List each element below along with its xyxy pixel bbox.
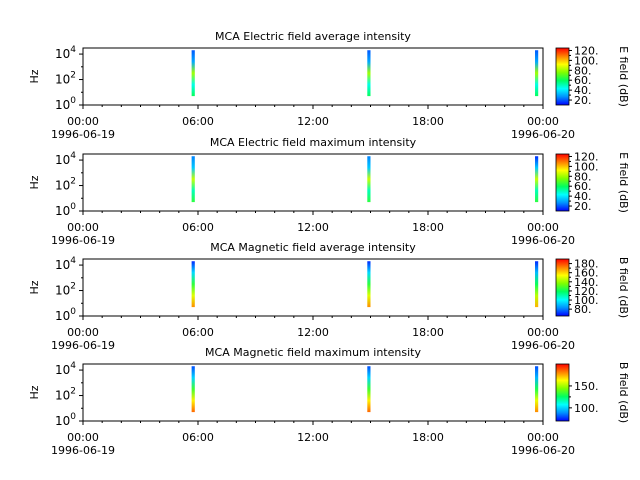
panel-title: MCA Electric field average intensity bbox=[215, 30, 411, 43]
x-tick-label: 12:00 bbox=[297, 221, 329, 234]
y-tick-label: 102 bbox=[55, 282, 76, 298]
panel-3: MCA Magnetic field average intensity 100 1… bbox=[28, 241, 630, 352]
colorbar-tick-label: 60. bbox=[574, 74, 592, 87]
x-date-label: 1996-06-20 bbox=[511, 234, 575, 247]
colorbar-tick-label: 120. bbox=[574, 44, 599, 57]
x-tick-label: 18:00 bbox=[412, 431, 444, 444]
colorbar-tick-label: 100. bbox=[574, 160, 599, 173]
colorbar-tick-label: 180. bbox=[574, 258, 599, 271]
x-tick-label: 00:00 bbox=[67, 326, 99, 339]
x-tick-label: 06:00 bbox=[182, 221, 214, 234]
plot-frame bbox=[82, 258, 544, 317]
colorbar-tick-label: 20. bbox=[574, 94, 592, 107]
x-tick-label: 12:00 bbox=[297, 431, 329, 444]
y-tick-label: 100 bbox=[55, 307, 76, 323]
x-tick-label: 12:00 bbox=[297, 115, 329, 128]
colorbar-tick-label: 60. bbox=[574, 180, 592, 193]
x-date-label: 1996-06-20 bbox=[511, 339, 575, 352]
colorbar-label: E field (dB) bbox=[617, 152, 630, 213]
y-tick-label: 104 bbox=[55, 361, 76, 377]
y-tick-label: 100 bbox=[55, 202, 76, 218]
colorbar bbox=[555, 363, 570, 422]
colorbar-tick-label: 80. bbox=[574, 303, 592, 316]
y-tick-label: 100 bbox=[55, 96, 76, 112]
spectrogram-segment bbox=[535, 366, 539, 413]
panel-title: MCA Electric field maximum intensity bbox=[210, 136, 417, 149]
colorbar bbox=[555, 47, 570, 106]
x-tick-label: 12:00 bbox=[297, 326, 329, 339]
spectrogram-segment bbox=[367, 50, 371, 97]
y-tick-label: 100 bbox=[55, 412, 76, 428]
spectrogram-segment bbox=[535, 156, 539, 203]
colorbar-tick-label: 20. bbox=[574, 200, 592, 213]
y-axis-label: Hz bbox=[28, 280, 41, 294]
y-tick-label: 102 bbox=[55, 387, 76, 403]
colorbar-tick-label: 100. bbox=[574, 402, 599, 415]
x-tick-label: 00:00 bbox=[527, 221, 559, 234]
x-tick-label: 00:00 bbox=[67, 431, 99, 444]
panel-4: MCA Magnetic field maximum intensity 100 1… bbox=[28, 346, 630, 457]
colorbar-tick-label: 80. bbox=[574, 170, 592, 183]
y-axis-label: Hz bbox=[28, 385, 41, 399]
colorbar-label: B field (dB) bbox=[617, 362, 630, 423]
colorbar-tick-label: 150. bbox=[574, 380, 599, 393]
spectrogram-segment bbox=[191, 156, 195, 203]
colorbar-tick-label: 40. bbox=[574, 190, 592, 203]
spectrogram-segment bbox=[191, 261, 195, 308]
panel-title: MCA Magnetic field average intensity bbox=[210, 241, 416, 254]
x-tick-label: 06:00 bbox=[182, 326, 214, 339]
colorbar-tick-label: 120. bbox=[574, 285, 599, 298]
spectrogram-segment bbox=[367, 156, 371, 203]
spectrogram-segment bbox=[191, 50, 195, 97]
colorbar bbox=[555, 258, 570, 317]
x-date-label: 1996-06-19 bbox=[51, 444, 115, 457]
spectrogram-segment bbox=[367, 261, 371, 308]
x-tick-label: 18:00 bbox=[412, 115, 444, 128]
plot-frame bbox=[82, 363, 544, 422]
x-tick-label: 06:00 bbox=[182, 431, 214, 444]
x-date-label: 1996-06-20 bbox=[511, 444, 575, 457]
x-tick-label: 18:00 bbox=[412, 221, 444, 234]
colorbar bbox=[555, 153, 570, 212]
colorbar-tick-label: 40. bbox=[574, 84, 592, 97]
colorbar-tick-label: 120. bbox=[574, 150, 599, 163]
y-axis-label: Hz bbox=[28, 69, 41, 83]
x-tick-label: 00:00 bbox=[527, 326, 559, 339]
colorbar-tick-label: 80. bbox=[574, 64, 592, 77]
x-tick-label: 00:00 bbox=[527, 431, 559, 444]
plot-frame bbox=[82, 153, 544, 212]
y-tick-label: 102 bbox=[55, 71, 76, 87]
colorbar-tick-label: 100. bbox=[574, 54, 599, 67]
colorbar-label: B field (dB) bbox=[617, 257, 630, 318]
x-tick-label: 00:00 bbox=[67, 221, 99, 234]
y-tick-label: 102 bbox=[55, 177, 76, 193]
panel-title: MCA Magnetic field maximum intensity bbox=[205, 346, 421, 359]
y-tick-label: 104 bbox=[55, 45, 76, 61]
x-tick-label: 00:00 bbox=[67, 115, 99, 128]
x-date-label: 1996-06-19 bbox=[51, 339, 115, 352]
colorbar-tick-label: 140. bbox=[574, 276, 599, 289]
panel-1: MCA Electric field average intensity 100 1… bbox=[28, 30, 630, 141]
x-date-label: 1996-06-20 bbox=[511, 128, 575, 141]
y-tick-label: 104 bbox=[55, 256, 76, 272]
colorbar-tick-label: 100. bbox=[574, 294, 599, 307]
colorbar-tick-label: 160. bbox=[574, 267, 599, 280]
spectrogram-segment bbox=[367, 366, 371, 413]
spectrogram-segment bbox=[535, 50, 539, 97]
y-axis-label: Hz bbox=[28, 175, 41, 189]
x-date-label: 1996-06-19 bbox=[51, 234, 115, 247]
x-tick-label: 06:00 bbox=[182, 115, 214, 128]
colorbar-label: E field (dB) bbox=[617, 46, 630, 107]
plot-frame bbox=[82, 47, 544, 106]
spectrogram-segment bbox=[191, 366, 195, 413]
panel-2: MCA Electric field maximum intensity 100 1… bbox=[28, 136, 630, 247]
x-tick-label: 00:00 bbox=[527, 115, 559, 128]
y-tick-label: 104 bbox=[55, 151, 76, 167]
spectrogram-segment bbox=[535, 261, 539, 308]
x-date-label: 1996-06-19 bbox=[51, 128, 115, 141]
x-tick-label: 18:00 bbox=[412, 326, 444, 339]
